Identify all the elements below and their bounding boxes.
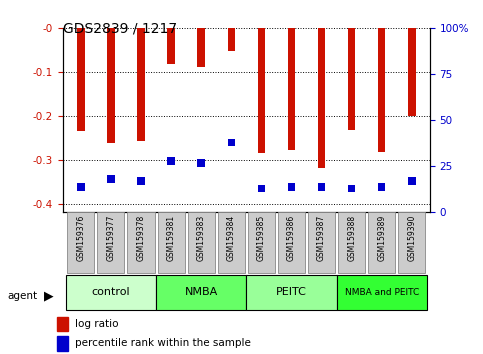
Bar [378,28,385,152]
Text: log ratio: log ratio [75,319,118,329]
FancyBboxPatch shape [218,212,245,273]
Bar [288,28,295,150]
FancyBboxPatch shape [66,275,156,309]
Text: GSM159381: GSM159381 [167,215,176,261]
FancyBboxPatch shape [157,212,185,273]
Bar [167,157,175,165]
Bar [318,28,326,168]
Text: percentile rank within the sample: percentile rank within the sample [75,338,251,348]
Text: NMBA and PEITC: NMBA and PEITC [344,287,419,297]
FancyBboxPatch shape [338,212,365,273]
Text: PEITC: PEITC [276,287,307,297]
FancyBboxPatch shape [308,212,335,273]
Bar [57,336,68,351]
FancyBboxPatch shape [337,275,427,309]
Text: GSM159387: GSM159387 [317,215,326,261]
Bar [137,177,145,185]
Bar [198,159,205,167]
FancyBboxPatch shape [98,212,125,273]
Bar [227,138,235,147]
Text: control: control [92,287,130,297]
FancyBboxPatch shape [128,212,155,273]
Text: agent: agent [7,291,37,301]
Text: GDS2839 / 1217: GDS2839 / 1217 [63,21,177,35]
Bar [378,183,385,190]
Text: GSM159389: GSM159389 [377,215,386,261]
Text: GSM159383: GSM159383 [197,215,206,261]
Bar [257,28,265,153]
Text: GSM159376: GSM159376 [76,215,85,261]
Text: GSM159378: GSM159378 [137,215,145,261]
Bar [348,184,355,193]
Bar [57,316,68,331]
Bar [77,183,85,190]
Bar [288,183,295,190]
Bar [137,28,145,141]
Text: GSM159384: GSM159384 [227,215,236,261]
FancyBboxPatch shape [248,212,275,273]
Bar [167,28,175,64]
FancyBboxPatch shape [368,212,395,273]
FancyBboxPatch shape [398,212,426,273]
Bar [318,183,326,190]
FancyBboxPatch shape [246,275,337,309]
Bar [77,28,85,131]
FancyBboxPatch shape [278,212,305,273]
Bar [107,175,114,183]
Bar [257,184,265,193]
Text: ▶: ▶ [44,289,54,302]
Bar [107,28,114,143]
FancyBboxPatch shape [156,275,246,309]
Bar [408,28,415,116]
Text: GSM159390: GSM159390 [407,215,416,261]
Bar [408,177,415,185]
Text: GSM159388: GSM159388 [347,215,356,261]
Text: GSM159385: GSM159385 [257,215,266,261]
Bar [198,28,205,67]
Text: GSM159386: GSM159386 [287,215,296,261]
Text: GSM159377: GSM159377 [106,215,115,261]
FancyBboxPatch shape [188,212,215,273]
Bar [227,28,235,51]
Text: NMBA: NMBA [185,287,218,297]
FancyBboxPatch shape [67,212,94,273]
Bar [348,28,355,130]
